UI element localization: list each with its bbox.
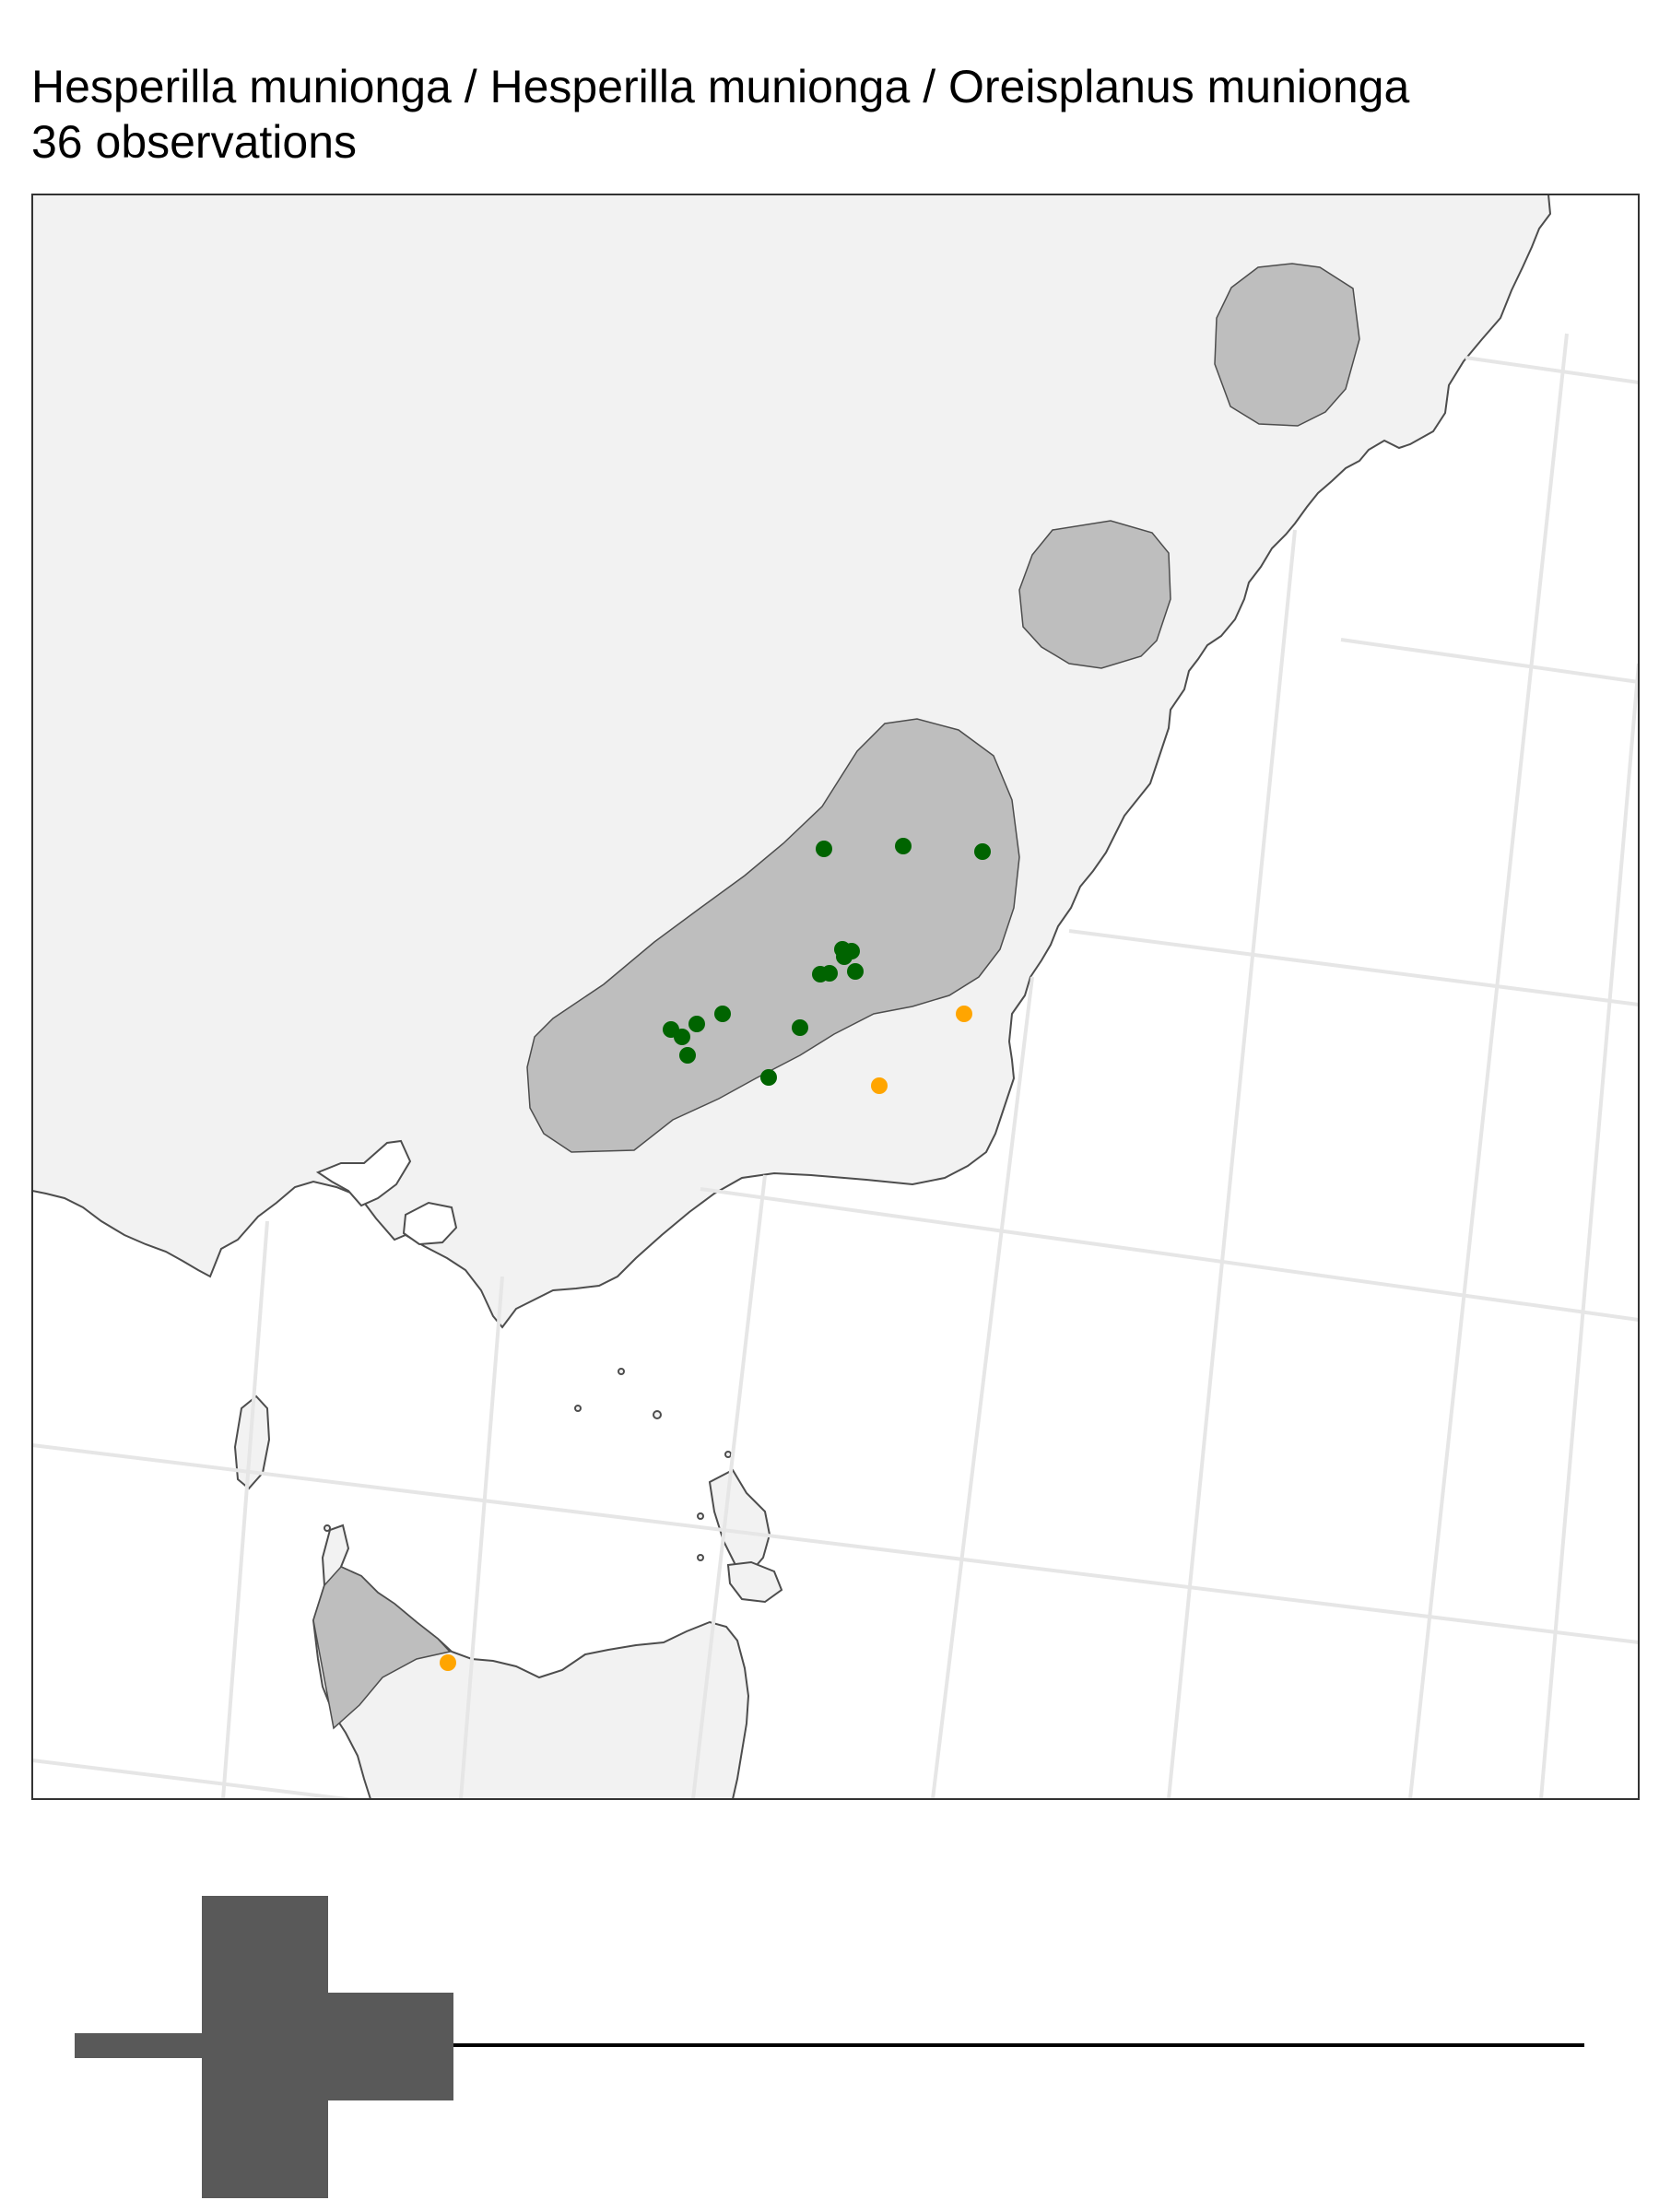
observation-point <box>895 838 912 854</box>
observation-point <box>816 841 832 857</box>
observations-green <box>663 838 991 1086</box>
observation-point <box>679 1047 696 1064</box>
observation-point <box>688 1016 705 1032</box>
graticule <box>32 333 1639 1799</box>
bass-strait-islets <box>324 1368 732 1561</box>
observation-point <box>956 1006 972 1022</box>
range-region-northeast <box>1214 263 1360 427</box>
map-panel-border <box>31 194 1640 1800</box>
port-phillip-bay <box>315 1139 412 1207</box>
observation-point <box>974 843 991 860</box>
species-range <box>312 263 1360 1730</box>
histogram-bar <box>202 1896 328 2198</box>
range-region-tasmania <box>312 1566 452 1730</box>
observation-point <box>760 1069 777 1086</box>
observation-point <box>792 1019 808 1036</box>
range-region-central <box>1018 520 1171 669</box>
observation-point <box>836 948 853 965</box>
observation-point <box>847 963 864 980</box>
cape-barren-island <box>726 1560 783 1604</box>
map-title: Hesperilla munionga / Hesperilla muniong… <box>31 61 1410 112</box>
histogram-bar <box>328 1993 453 2100</box>
observation-point <box>821 965 838 982</box>
observation-point <box>871 1077 888 1094</box>
observations-orange <box>440 1006 972 1671</box>
histogram-bar <box>75 2033 202 2058</box>
western-port-bay <box>402 1201 458 1246</box>
observation-point <box>440 1654 456 1671</box>
observation-count: 36 observations <box>31 116 358 168</box>
observation-point <box>674 1029 690 1045</box>
mainland-landmass <box>32 194 1552 1329</box>
observation-point <box>714 1006 731 1022</box>
range-region-main <box>526 718 1020 1153</box>
